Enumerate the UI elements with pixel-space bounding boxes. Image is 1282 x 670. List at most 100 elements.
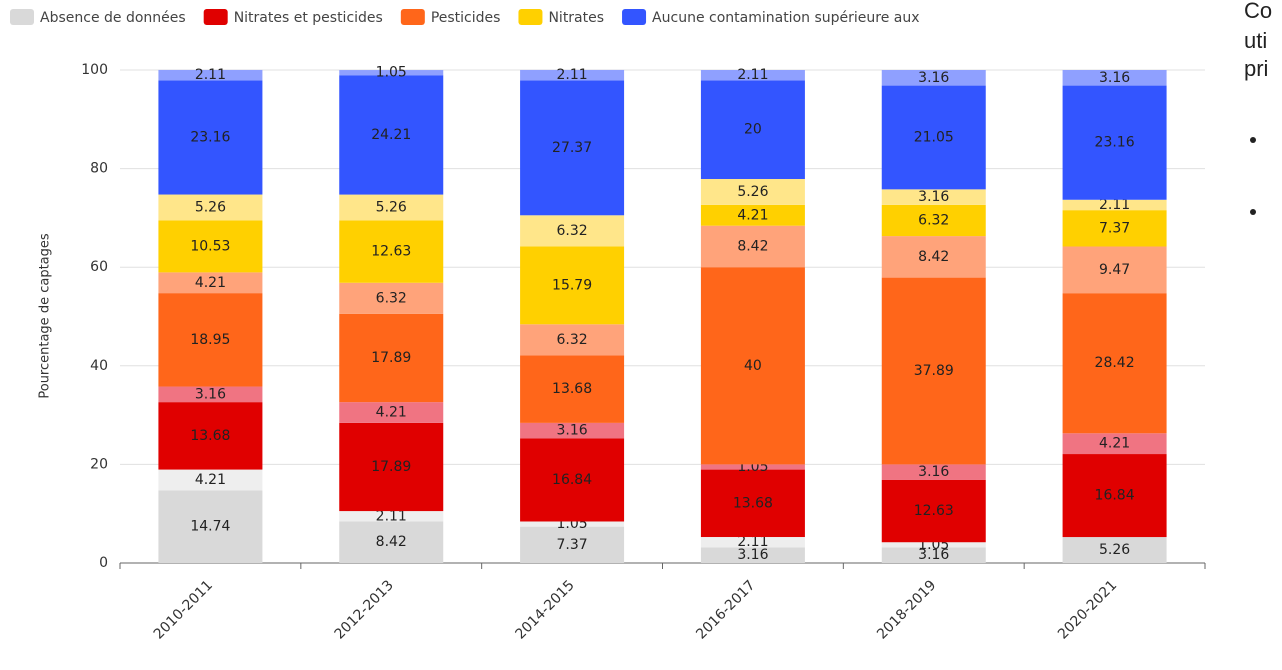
legend-label: Pesticides — [431, 10, 501, 26]
x-tick-label: 2012-2013 — [332, 577, 397, 642]
data-label: 3.16 — [737, 547, 768, 563]
data-label: 3.16 — [918, 189, 949, 205]
x-tick-label: 2014-2015 — [512, 577, 577, 642]
bar-segment — [339, 194, 444, 221]
data-label: 6.32 — [376, 290, 407, 306]
bar-segment — [520, 422, 625, 439]
bar-segment — [1062, 199, 1167, 211]
bar-segment — [700, 267, 805, 465]
bar-segment — [520, 246, 625, 325]
bar-segment — [520, 80, 625, 216]
data-label: 9.47 — [1099, 262, 1130, 278]
data-label: 8.42 — [737, 238, 768, 254]
bullet — [1250, 209, 1256, 215]
data-label: 37.89 — [914, 363, 954, 379]
bar-segment — [158, 469, 263, 491]
bar-segment — [158, 69, 263, 81]
y-tick-label: 40 — [90, 358, 108, 374]
data-label: 28.42 — [1095, 355, 1135, 371]
data-label: 4.21 — [737, 207, 768, 223]
data-label: 14.74 — [190, 519, 230, 535]
data-label: 20 — [744, 122, 762, 138]
bar-segment — [1062, 433, 1167, 455]
data-label: 27.37 — [552, 140, 592, 156]
y-tick-label: 20 — [90, 456, 108, 472]
data-label: 17.89 — [371, 459, 411, 475]
legend-swatch — [10, 9, 34, 25]
data-label: 18.95 — [190, 332, 230, 348]
data-label: 2.11 — [1099, 197, 1130, 213]
bar-segment — [700, 204, 805, 226]
bar-segment — [520, 438, 625, 522]
data-label: 7.37 — [556, 537, 587, 553]
side-text: uti — [1244, 28, 1267, 53]
bar-segment — [700, 464, 805, 470]
data-label: 16.84 — [1095, 488, 1135, 504]
data-label: 5.26 — [376, 200, 407, 216]
bar-segment — [520, 355, 625, 423]
data-label: 6.32 — [556, 223, 587, 239]
side-text: Co — [1244, 0, 1272, 23]
data-label: 2.11 — [737, 67, 768, 83]
legend-label: Nitrates et pesticides — [234, 10, 383, 26]
legend-swatch — [203, 9, 228, 25]
data-label: 2.11 — [737, 534, 768, 550]
data-label: 5.26 — [195, 199, 226, 215]
data-label: 24.21 — [371, 127, 411, 143]
bar-segment — [700, 469, 805, 538]
data-label: 4.21 — [376, 405, 407, 421]
data-label: 2.11 — [556, 67, 587, 83]
data-label: 8.42 — [376, 534, 407, 550]
bar-segment — [700, 179, 805, 205]
legend-swatch — [518, 9, 543, 25]
bar-segment — [881, 189, 986, 205]
bar-segment — [158, 220, 263, 273]
data-label: 4.21 — [195, 472, 226, 488]
bar-segment — [1062, 454, 1167, 538]
data-label: 7.37 — [1099, 220, 1130, 236]
data-label: 17.89 — [371, 350, 411, 366]
data-label: 6.32 — [556, 332, 587, 348]
bar-segment — [339, 313, 444, 403]
bar-segment — [339, 521, 444, 563]
legend-swatch — [400, 9, 425, 25]
bar-segment — [158, 490, 263, 563]
bar-segment — [881, 277, 986, 465]
y-tick-label: 60 — [90, 259, 108, 275]
data-label: 8.42 — [918, 249, 949, 265]
data-label: 13.68 — [190, 428, 230, 444]
data-label: 4.21 — [1099, 436, 1130, 452]
data-label: 3.16 — [918, 70, 949, 86]
bar-segment — [520, 324, 625, 356]
bar-segment — [339, 282, 444, 314]
legend-label: Aucune contamination supérieure aux — [652, 10, 919, 26]
data-label: 6.32 — [918, 213, 949, 229]
bar-segment — [881, 479, 986, 543]
data-label: 3.16 — [1099, 70, 1130, 86]
legend-label: Nitrates — [548, 10, 604, 26]
bar-segment — [881, 70, 986, 86]
x-tick-label: 2018-2019 — [874, 577, 939, 642]
y-tick-label: 80 — [90, 161, 108, 177]
bar-segment — [339, 422, 444, 512]
bar-segment — [881, 236, 986, 278]
bar-segment — [700, 547, 805, 563]
legend-label: Absence de données — [40, 10, 186, 26]
bar-segment — [158, 386, 263, 403]
bar-segment — [1062, 293, 1167, 434]
data-label: 13.68 — [552, 381, 592, 397]
data-label: 3.16 — [918, 464, 949, 480]
bar-segment — [700, 80, 805, 180]
bar-segment — [1062, 246, 1167, 294]
legend-swatch — [622, 9, 647, 25]
data-label: 16.84 — [552, 472, 592, 488]
bar-segment — [881, 464, 986, 480]
x-tick-label: 2010-2011 — [151, 577, 216, 642]
bar-segment — [339, 70, 444, 76]
bar-segment — [520, 521, 625, 527]
data-label: 12.63 — [371, 244, 411, 260]
bar-segment — [1062, 210, 1167, 247]
side-text: pri — [1244, 56, 1268, 81]
bar-segment — [158, 272, 263, 294]
